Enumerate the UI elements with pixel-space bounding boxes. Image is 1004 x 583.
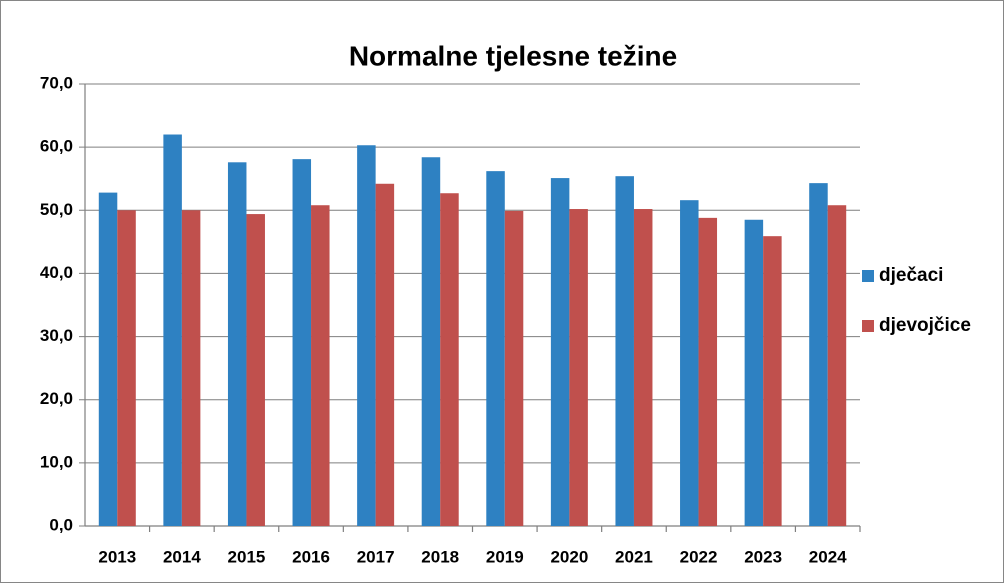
bar [827, 205, 847, 526]
legend-swatch [862, 270, 874, 282]
x-tick-label: 2016 [292, 547, 330, 566]
bar [117, 210, 136, 527]
chart-title: Normalne tjelesne težine [349, 40, 677, 71]
bar [698, 217, 718, 526]
bar [809, 183, 828, 527]
x-tick-label: 2018 [421, 547, 459, 566]
bar [421, 157, 441, 526]
bar [569, 209, 588, 526]
bar [98, 192, 118, 526]
x-tick-label: 2021 [615, 547, 653, 566]
bar [504, 210, 524, 526]
x-tick-label: 2024 [809, 547, 847, 566]
bar [486, 171, 505, 526]
x-tick-label: 2019 [486, 547, 524, 566]
y-tick-label: 70,0 [40, 73, 73, 92]
y-tick-label: 40,0 [40, 263, 73, 282]
bar [680, 200, 699, 526]
y-tick-label: 10,0 [40, 452, 73, 471]
bar [311, 205, 330, 526]
bar [357, 145, 376, 526]
y-tick-label: 60,0 [40, 137, 73, 156]
legend-label: dječaci [879, 265, 943, 286]
bar [550, 178, 570, 526]
bar [615, 176, 634, 526]
bar [633, 209, 653, 526]
bar [292, 159, 312, 526]
bar [744, 219, 764, 526]
bar [440, 193, 459, 527]
legend-label: djevojčice [879, 315, 971, 336]
bar [227, 162, 247, 526]
bar [375, 183, 395, 526]
y-tick-label: 20,0 [40, 389, 73, 408]
bar [163, 134, 182, 526]
x-tick-label: 2014 [163, 547, 201, 566]
x-tick-label: 2017 [357, 547, 395, 566]
legend-swatch [862, 320, 874, 332]
x-tick-label: 2022 [680, 547, 718, 566]
y-tick-label: 50,0 [40, 200, 73, 219]
x-tick-label: 2013 [98, 547, 136, 566]
bar [246, 214, 265, 526]
bar [763, 236, 782, 526]
bar [181, 210, 201, 527]
y-tick-label: 30,0 [40, 326, 73, 345]
y-tick-label: 0,0 [49, 515, 73, 534]
x-tick-label: 2023 [744, 547, 782, 566]
x-tick-label: 2020 [550, 547, 588, 566]
x-tick-label: 2015 [228, 547, 266, 566]
